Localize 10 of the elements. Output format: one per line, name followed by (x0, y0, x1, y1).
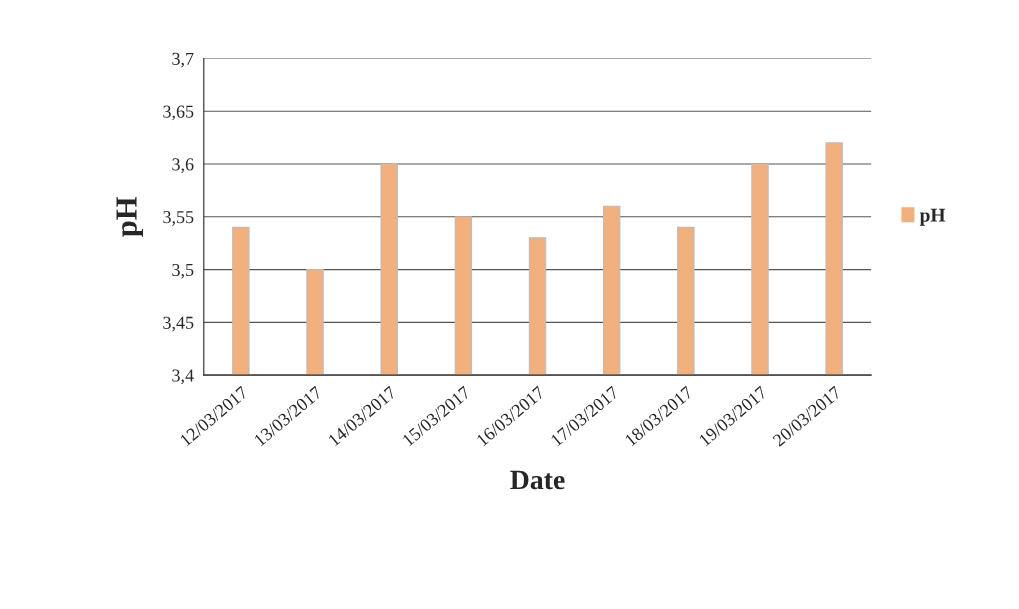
legend-label: pH (919, 208, 946, 226)
y-tick-label: 3,4 (172, 369, 194, 385)
x-axis-title: Date (510, 470, 565, 490)
y-tick-label: 3,7 (172, 52, 194, 68)
y-tick-label: 3,55 (163, 211, 194, 226)
y-tick-label: 3,5 (172, 263, 194, 279)
y-axis-title: pH (116, 196, 144, 237)
y-tick-label: 3,65 (163, 105, 194, 121)
y-tick-label: 3,6 (172, 158, 194, 174)
y-tick-label: 3,45 (163, 316, 194, 332)
